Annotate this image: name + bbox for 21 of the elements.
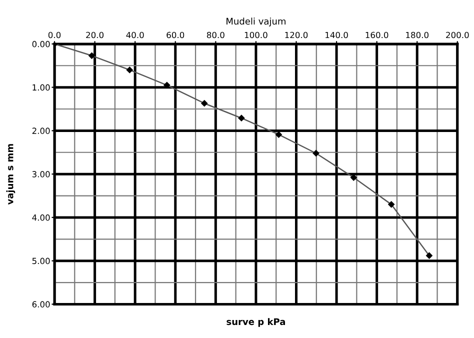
y-tick-label: 0.00 [32, 40, 50, 48]
x-tick-label: 140.0 [326, 32, 348, 38]
x-tick-label: 160.0 [366, 32, 388, 38]
x-tick-label: 80.0 [206, 32, 224, 38]
x-tick-label: 60.0 [166, 32, 184, 38]
x-tick-label: 200.0 [446, 32, 469, 38]
y-tick-label: 6.00 [32, 301, 50, 308]
x-tick-label: 120.0 [285, 32, 308, 38]
y-tick-label: 1.00 [32, 84, 50, 91]
x-tick-label: 100.0 [244, 32, 268, 38]
x-tick-label: 180.0 [406, 32, 428, 38]
y-tick-label: 3.00 [32, 171, 50, 178]
x-axis-title: surve p kPa [226, 318, 285, 327]
x-tick-label: 20.0 [86, 32, 104, 38]
y-axis-title: vajum s mm [6, 144, 16, 205]
y-tick-label: 5.00 [32, 258, 50, 264]
y-tick-label: 4.00 [32, 214, 50, 221]
x-tick-label: 40.0 [126, 32, 144, 38]
chart-title: Mudeli vajum [226, 18, 286, 26]
y-tick-label: 2.00 [32, 128, 50, 134]
x-tick-label: 0.0 [48, 32, 61, 38]
